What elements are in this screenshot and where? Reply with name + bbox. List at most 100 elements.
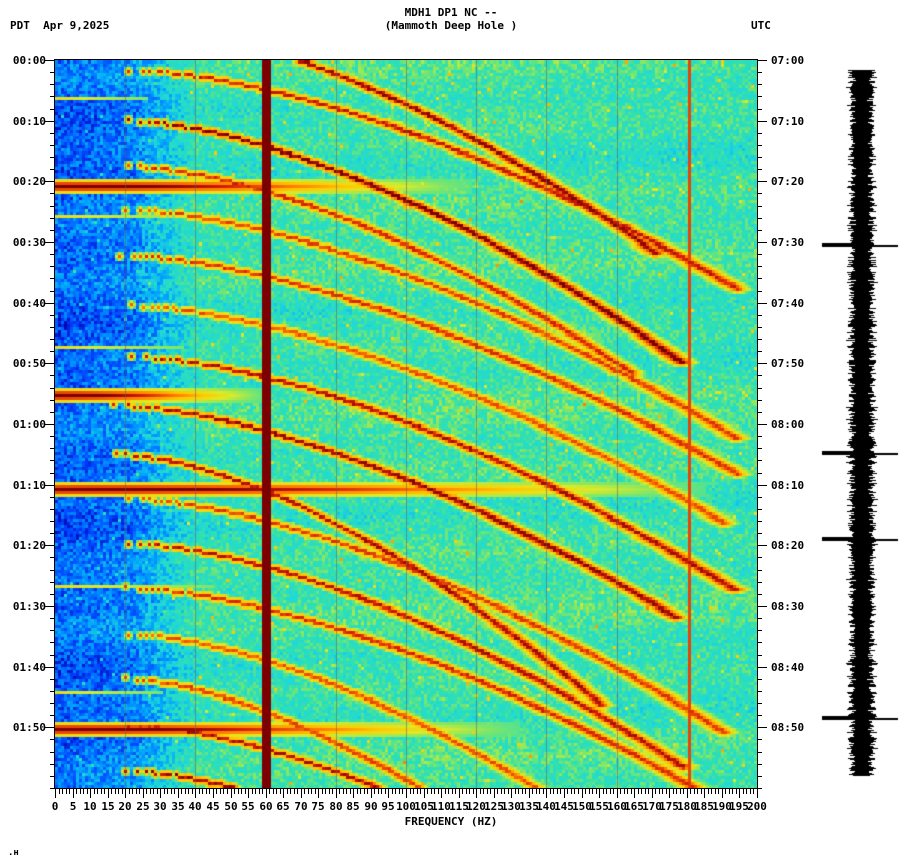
frequency-label: 45 [206,800,220,813]
frequency-label: 190 [712,800,732,813]
spectrogram-plot[interactable] [55,60,757,788]
time-tick-minor [50,145,55,146]
time-tick-minor [50,193,55,194]
frequency-tick-minor [620,789,621,794]
time-tick-minor [50,460,55,461]
time-tick-minor [50,533,55,534]
time-tick-minor [757,133,762,134]
time-label-left: 01:10 [12,479,46,492]
frequency-tick-major [687,789,688,798]
frequency-tick-minor [536,789,537,794]
time-tick-minor [50,715,55,716]
frequency-tick-minor [80,789,81,794]
frequency-tick-minor [192,789,193,794]
frequency-tick-minor [252,789,253,794]
frequency-tick-minor [715,789,716,794]
frequency-tick-minor [374,789,375,794]
frequency-tick-minor [325,789,326,794]
time-tick-minor [50,557,55,558]
frequency-tick-minor [673,789,674,794]
time-tick-major [45,60,55,61]
frequency-tick-minor [532,789,533,794]
time-tick-major [757,485,767,486]
time-tick-minor [50,96,55,97]
spectrogram-canvas [55,60,757,788]
time-tick-major [757,242,767,243]
time-label-right: 07:50 [771,357,805,370]
time-tick-minor [50,400,55,401]
frequency-tick-minor [592,789,593,794]
frequency-tick-major [143,789,144,798]
frequency-tick-minor [378,789,379,794]
frequency-tick-minor [146,789,147,794]
helicorder-waveform-panel[interactable] [820,60,902,788]
frequency-label: 125 [484,800,504,813]
frequency-tick-minor [136,789,137,794]
frequency-tick-major [283,789,284,798]
frequency-tick-minor [66,789,67,794]
frequency-tick-minor [585,789,586,794]
frequency-label: 80 [329,800,343,813]
frequency-tick-minor [245,789,246,794]
frequency-tick-minor [567,789,568,794]
frequency-tick-major [266,789,267,798]
frequency-tick-major [494,789,495,798]
frequency-tick-minor [311,789,312,794]
frequency-tick-minor [290,789,291,794]
frequency-tick-minor [666,789,667,794]
time-tick-minor [757,448,762,449]
frequency-tick-minor [746,789,747,794]
frequency-tick-minor [641,789,642,794]
time-tick-major [45,121,55,122]
frequency-tick-minor [452,789,453,794]
frequency-label: 155 [589,800,609,813]
frequency-tick-minor [645,789,646,794]
frequency-tick-minor [659,789,660,794]
frequency-tick-minor [610,789,611,794]
frequency-tick-minor [122,789,123,794]
frequency-tick-minor [680,789,681,794]
time-tick-minor [757,594,762,595]
time-tick-minor [757,436,762,437]
time-tick-minor [757,703,762,704]
frequency-tick-minor [202,789,203,794]
frequency-tick-minor [690,789,691,794]
time-label-left: 00:20 [12,175,46,188]
frequency-tick-minor [304,789,305,794]
time-tick-minor [50,109,55,110]
time-tick-major [757,424,767,425]
frequency-tick-minor [188,789,189,794]
time-tick-minor [757,254,762,255]
frequency-tick-major [90,789,91,798]
frequency-tick-major [529,789,530,798]
frequency-tick-minor [501,789,502,794]
time-tick-minor [50,278,55,279]
time-tick-minor [50,788,55,789]
frequency-tick-minor [434,789,435,794]
frequency-tick-minor [262,789,263,794]
time-tick-minor [50,436,55,437]
frequency-label: 25 [136,800,150,813]
frequency-tick-minor [364,789,365,794]
time-tick-major [757,303,767,304]
time-tick-minor [757,218,762,219]
time-tick-minor [757,776,762,777]
frequency-tick-minor [525,789,526,794]
time-label-left: 00:00 [12,54,46,67]
frequency-tick-minor [241,789,242,794]
frequency-tick-minor [603,789,604,794]
frequency-label: 85 [346,800,360,813]
time-tick-minor [757,400,762,401]
frequency-tick-minor [497,789,498,794]
time-tick-major [757,545,767,546]
frequency-tick-minor [150,789,151,794]
frequency-label: 105 [414,800,434,813]
time-tick-minor [757,533,762,534]
time-tick-major [757,667,767,668]
time-tick-minor [757,473,762,474]
time-tick-minor [50,230,55,231]
time-tick-minor [50,739,55,740]
time-tick-minor [50,351,55,352]
frequency-tick-major [178,789,179,798]
frequency-label: 110 [431,800,451,813]
